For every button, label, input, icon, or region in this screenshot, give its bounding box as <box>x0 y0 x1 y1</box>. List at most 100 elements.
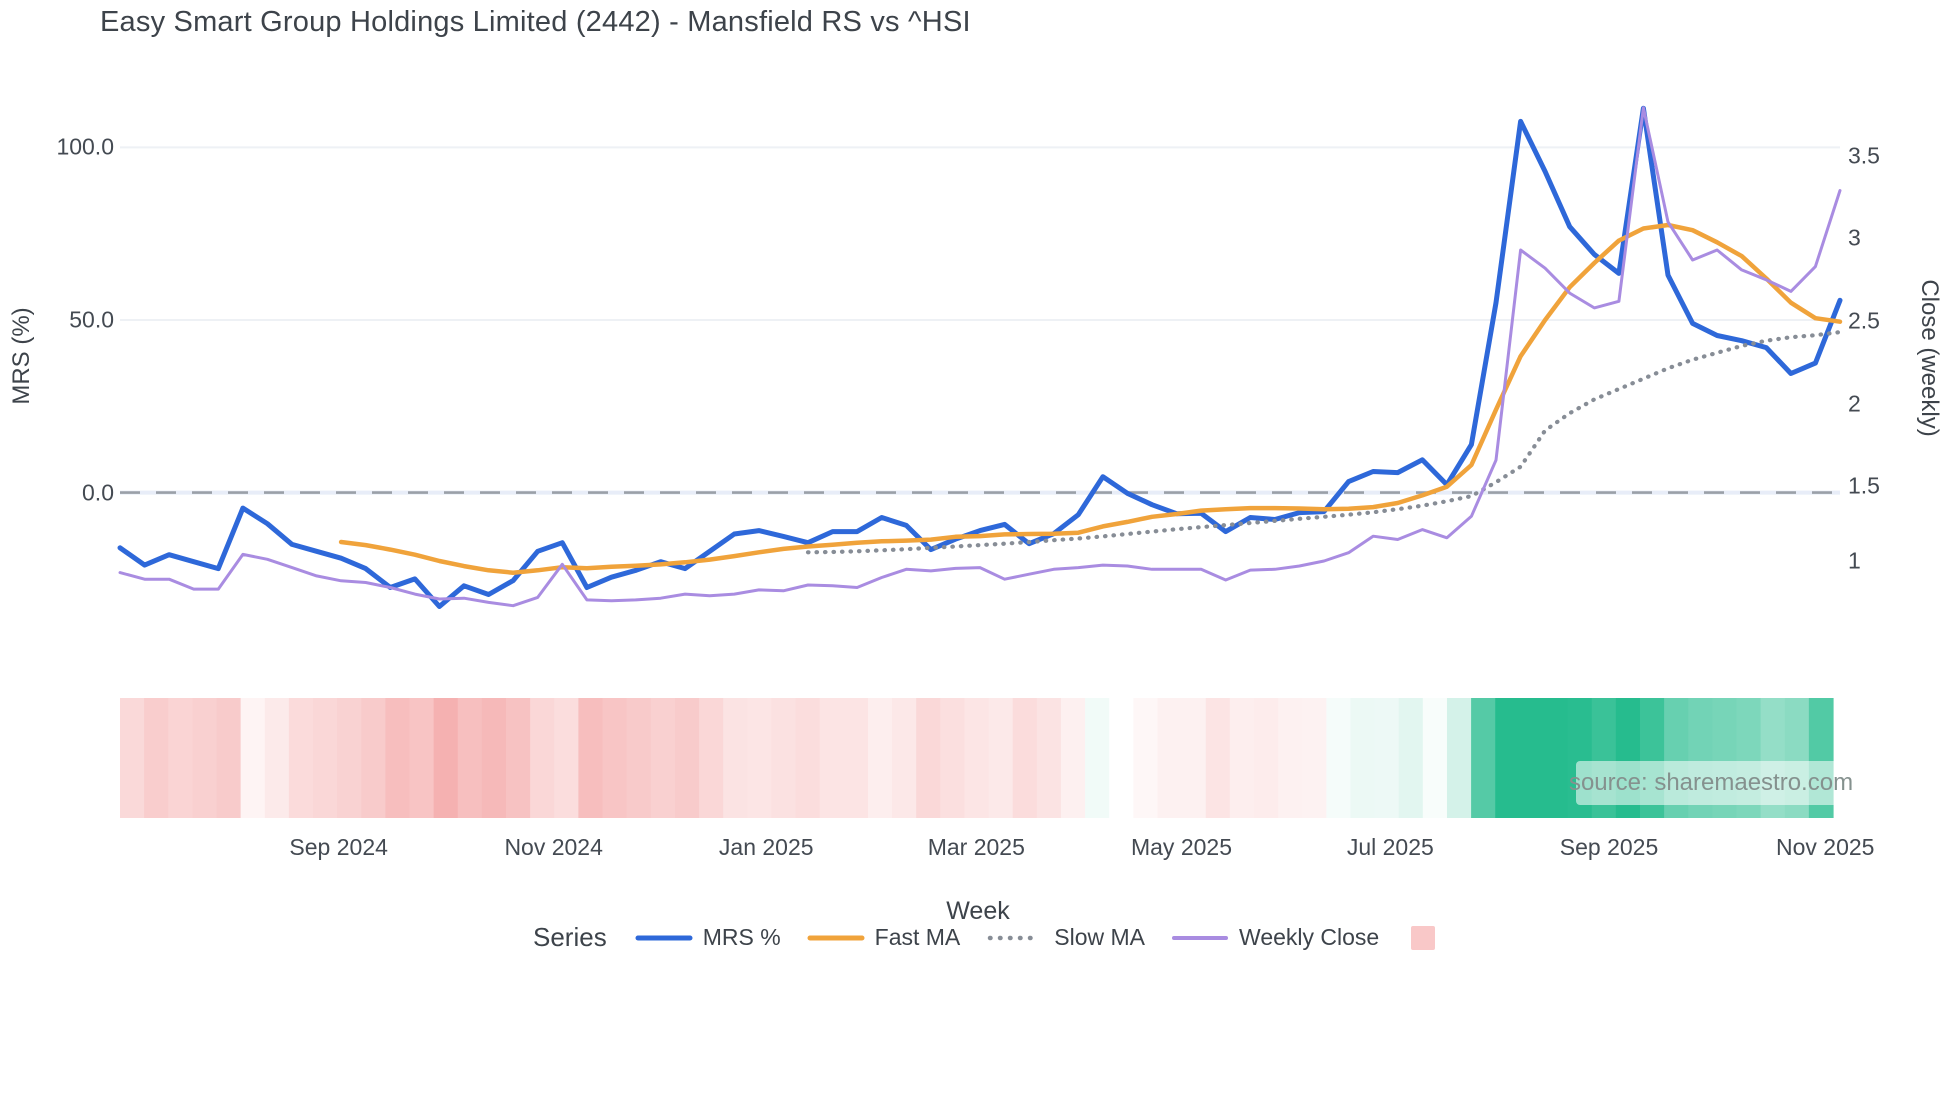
heatmap-swatch-icon <box>1411 925 1436 950</box>
x-tick: Sep 2025 <box>1559 834 1659 860</box>
legend-label-mrs: MRS % <box>702 924 781 950</box>
heatmap-cell <box>313 698 338 818</box>
legend-title: Series <box>533 922 607 952</box>
legend-item-weekly-close[interactable] <box>1171 933 1229 943</box>
x-tick: Nov 2025 <box>1776 834 1875 860</box>
mrs-line-swatch-icon <box>635 935 693 940</box>
heatmap-cell <box>1085 698 1110 818</box>
y-right-tick: 2 <box>1848 390 1861 417</box>
y-right-tick: 3.5 <box>1848 142 1880 169</box>
heatmap-cell <box>433 698 459 818</box>
source-text: source: sharemaestro.com <box>1568 769 1854 796</box>
heatmap-cell <box>1253 698 1279 818</box>
heatmap-cell <box>144 698 169 818</box>
y-left-tick: 0.0 <box>82 479 114 506</box>
heatmap-cell <box>216 698 242 818</box>
legend-label-slow-ma: Slow MA <box>1054 924 1146 950</box>
heatmap-cell <box>1374 698 1400 818</box>
series-line-slow-ma[interactable] <box>805 330 1843 555</box>
heatmap-cell <box>1109 698 1134 818</box>
weekly-close-line-swatch-icon <box>1172 935 1229 940</box>
y-right-tick: 3 <box>1848 224 1861 251</box>
x-axis-title: Week <box>946 897 1010 925</box>
heatmap-cell <box>723 698 748 818</box>
heatmap-cell <box>337 698 362 818</box>
heatmap-cell <box>578 698 604 818</box>
heatmap-cell <box>168 698 193 818</box>
heatmap-cell <box>1350 698 1376 818</box>
heatmap-cell <box>674 698 700 818</box>
heatmap-cell <box>650 698 676 818</box>
slow-ma-dotted-swatch-icon <box>988 935 1043 940</box>
heatmap-cell <box>120 698 145 818</box>
heatmap-cell <box>1060 698 1086 818</box>
legend-item-slow-ma[interactable]: Slow MA <box>986 924 1145 951</box>
heatmap-cell <box>1326 698 1352 818</box>
heatmap-cell <box>530 698 555 818</box>
legend-item-mrs[interactable]: MRS % <box>635 924 781 951</box>
heatmap-cell <box>626 698 652 818</box>
heatmap-cell <box>1278 698 1303 818</box>
heatmap-cell <box>240 698 266 818</box>
y-left-tick: 100.0 <box>56 133 114 160</box>
heatmap-cell <box>699 698 724 818</box>
y-right-tick: 1.5 <box>1848 472 1880 499</box>
x-tick: May 2025 <box>1130 834 1232 860</box>
heatmap-cell <box>1229 698 1255 818</box>
heatmap-cell <box>964 698 990 818</box>
heatmap-cell <box>1181 698 1207 818</box>
fast-ma-line-swatch-icon <box>807 935 865 940</box>
series-line-fast-ma[interactable] <box>338 222 1843 575</box>
heatmap-cell <box>1036 698 1062 818</box>
heatmap-cell <box>867 698 893 818</box>
heatmap-cell <box>192 698 218 818</box>
heatmap-cell <box>288 698 314 818</box>
heatmap-cell <box>1133 698 1159 818</box>
x-tick: Nov 2024 <box>504 834 603 860</box>
heatmap-cell <box>1519 698 1545 818</box>
x-tick: Jul 2025 <box>1346 834 1434 860</box>
heatmap-cell <box>843 698 869 818</box>
heatmap-cell <box>1495 698 1520 818</box>
heatmap-cell <box>457 698 483 818</box>
heatmap-cell <box>940 698 966 818</box>
heatmap-cell <box>481 698 507 818</box>
y-right-tick: 1 <box>1848 547 1861 574</box>
heatmap-cell <box>1012 698 1038 818</box>
heatmap-cell <box>1157 698 1183 818</box>
y-left-tick: 50.0 <box>69 306 114 333</box>
series-line-weekly-close[interactable] <box>118 106 1842 608</box>
x-tick: Jan 2025 <box>718 834 814 860</box>
heatmap-cell <box>1446 698 1472 818</box>
legend-label-fast-ma: Fast MA <box>874 924 961 950</box>
heatmap-cell <box>264 698 290 818</box>
chart-title: Easy Smart Group Holdings Limited (2442)… <box>100 6 971 38</box>
heatmap-cell <box>988 698 1014 818</box>
x-tick: Sep 2024 <box>289 834 388 860</box>
heatmap-cell <box>771 698 797 818</box>
heatmap-cell <box>747 698 773 818</box>
heatmap-cell <box>1543 698 1569 818</box>
heatmap-cell <box>916 698 941 818</box>
series-line-mrs-[interactable] <box>117 105 1843 609</box>
source-watermark: source: sharemaestro.com <box>1569 761 1853 805</box>
legend-label-weekly-close-text: Weekly Close <box>1239 924 1380 950</box>
y-right-tick: 2.5 <box>1848 307 1880 334</box>
legend-item-fast-ma[interactable]: Fast MA <box>807 924 961 951</box>
heatmap-cell <box>892 698 917 818</box>
y-right-axis-title: Close (weekly) <box>1916 279 1943 437</box>
heatmap-cell <box>1471 698 1496 818</box>
heatmap-cell <box>385 698 411 818</box>
heatmap-cell <box>1302 698 1327 818</box>
legend: Series MRS % Fast MA Slow MA Weekly <box>533 922 1436 953</box>
heatmap-cell <box>506 698 531 818</box>
heatmap-cell <box>1422 698 1448 818</box>
heatmap-cell <box>554 698 580 818</box>
heatmap-cell <box>602 698 628 818</box>
legend-item-heatmap[interactable] <box>1411 925 1436 950</box>
heatmap-cell <box>819 698 845 818</box>
heatmap-cell <box>795 698 821 818</box>
heatmap-cell <box>409 698 435 818</box>
